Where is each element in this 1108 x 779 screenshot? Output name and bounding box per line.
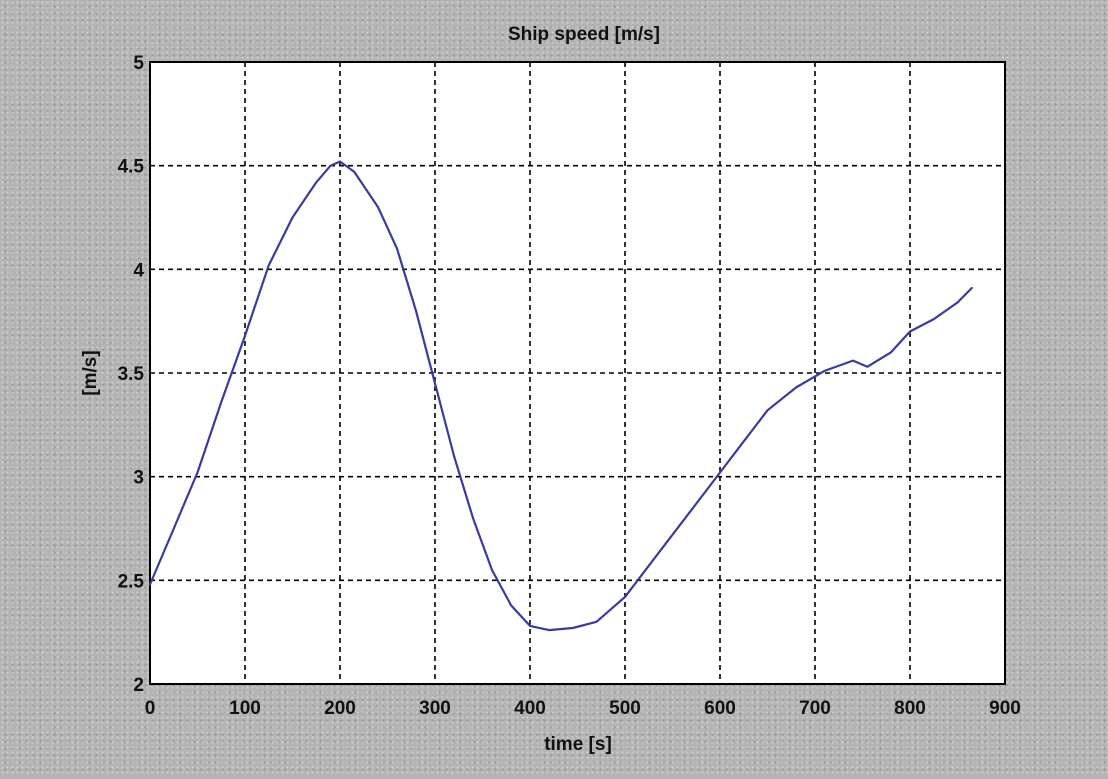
grid-lines: [150, 62, 1005, 684]
x-tick-label: 400: [514, 698, 546, 719]
x-tick-label: 900: [989, 698, 1021, 719]
x-tick-label: 100: [229, 698, 261, 719]
tick-labels: 0 100 200 300 400 500 600 700 800 900 2 2.5 3 3.5 4 4.5…: [118, 53, 1021, 719]
x-tick-label: 500: [609, 698, 641, 719]
y-tick-label: 5: [133, 53, 144, 74]
x-tick-label: 300: [419, 698, 451, 719]
y-tick-label: 3.5: [118, 364, 145, 385]
x-tick-label: 800: [894, 698, 926, 719]
y-tick-label: 4.5: [118, 157, 145, 178]
y-tick-label: 3: [133, 468, 144, 489]
x-tick-label: 200: [324, 698, 356, 719]
x-tick-label: 700: [799, 698, 831, 719]
series-layer: [148, 160, 973, 632]
y-tick-label: 4: [133, 260, 144, 281]
x-axis-label: time [s]: [544, 734, 612, 755]
x-tick-label: 0: [145, 698, 156, 719]
x-tick-label: 600: [704, 698, 736, 719]
series-line: [148, 160, 973, 632]
y-axis-label: [m/s]: [80, 350, 101, 395]
y-tick-label: 2: [133, 675, 144, 696]
chart-title: Ship speed [m/s]: [508, 24, 660, 45]
y-tick-label: 2.5: [118, 571, 145, 592]
